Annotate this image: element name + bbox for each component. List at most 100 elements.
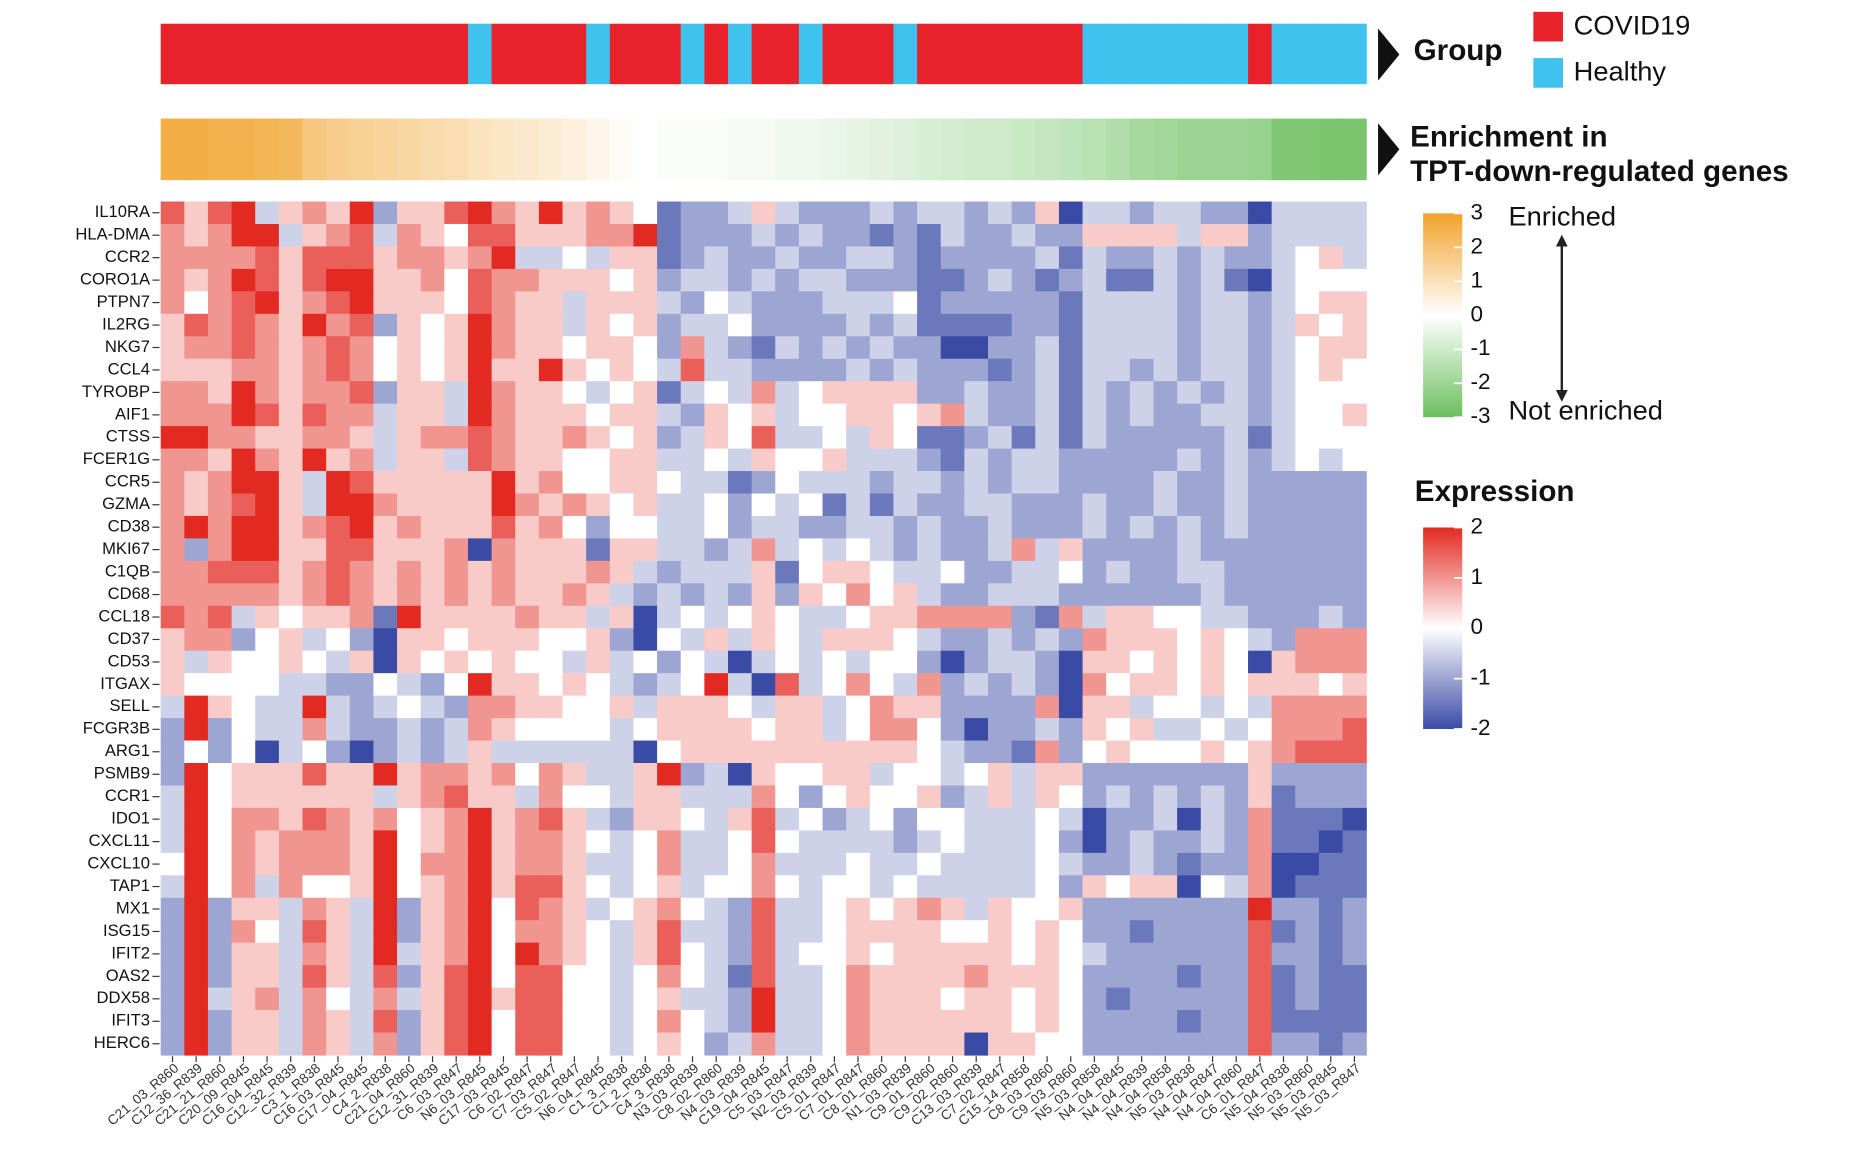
heat-cell — [160, 201, 185, 225]
heat-cell — [1271, 695, 1296, 719]
heat-cell — [397, 358, 422, 382]
heat-cell — [1106, 987, 1131, 1011]
heat-cell — [1106, 718, 1131, 742]
heat-cell — [917, 358, 942, 382]
heat-cell — [1271, 718, 1296, 742]
heat-cell — [798, 763, 824, 787]
heat-cell — [1200, 897, 1225, 921]
heat-cell — [633, 448, 658, 472]
heat-cell — [302, 942, 327, 966]
row-label: IDO1 — [111, 809, 150, 828]
heat-cell — [207, 987, 233, 1011]
heat-cell — [1342, 291, 1367, 315]
heat-cell — [278, 538, 304, 562]
heat-cell — [680, 381, 705, 405]
colorbar-tick-label: 2 — [1471, 513, 1484, 538]
heat-cell — [917, 583, 942, 607]
heat-cell — [302, 291, 327, 315]
heat-cell — [562, 920, 587, 944]
heat-cell — [775, 673, 800, 697]
heat-cell — [1177, 830, 1202, 854]
heat-cell — [1011, 628, 1036, 652]
heat-cell — [869, 920, 895, 944]
heat-cell — [326, 426, 351, 450]
heat-cell — [1153, 223, 1178, 248]
heat-cell — [467, 987, 493, 1011]
heat-cell — [1129, 1032, 1155, 1056]
heat-cell — [1200, 673, 1225, 697]
heat-cell — [1342, 201, 1367, 225]
heat-cell — [798, 313, 824, 337]
heat-cell — [704, 740, 729, 764]
heat-cell — [633, 493, 658, 517]
heat-cell — [988, 673, 1013, 697]
heat-cell — [609, 965, 635, 989]
heat-cell — [609, 763, 635, 787]
heat-cell — [184, 223, 209, 248]
heat-cell — [278, 291, 304, 315]
heat-cell — [515, 426, 540, 450]
heat-cell — [467, 223, 493, 248]
heat-cell — [609, 313, 635, 337]
heat-cell — [420, 852, 445, 876]
heat-cell — [680, 650, 705, 674]
heat-cell — [657, 920, 682, 944]
heat-cell — [586, 897, 611, 921]
heat-cell — [940, 605, 965, 629]
heat-cell — [207, 718, 233, 742]
heat-cell — [917, 897, 942, 921]
heat-cell — [207, 807, 233, 831]
heat-cell — [231, 313, 256, 337]
heat-cell — [1035, 336, 1060, 360]
heat-cell — [822, 268, 847, 292]
heat-cell — [1129, 515, 1155, 540]
heat-cell — [515, 807, 540, 831]
heat-cell — [633, 987, 658, 1011]
heat-cell — [988, 246, 1013, 270]
heat-cell — [1106, 807, 1131, 831]
heat-cell — [633, 807, 658, 831]
heat-cell — [467, 942, 493, 966]
heat-cell — [373, 830, 398, 854]
heat-cell — [491, 1032, 516, 1056]
heat-cell — [1082, 471, 1107, 495]
enrichment-cell — [846, 118, 871, 181]
heat-cell — [1082, 403, 1107, 427]
heat-cell — [917, 448, 942, 472]
group-cell — [1248, 23, 1273, 85]
heat-cell — [657, 740, 682, 764]
heat-cell — [184, 830, 209, 854]
heat-cell — [515, 718, 540, 742]
heat-cell — [609, 785, 635, 809]
heat-cell — [1082, 268, 1107, 292]
heat-cell — [869, 897, 895, 921]
heat-cell — [1011, 560, 1036, 584]
heat-cell — [1318, 313, 1344, 337]
heat-cell — [893, 763, 918, 787]
heat-cell — [609, 201, 635, 225]
heat-cell — [420, 1010, 445, 1034]
heat-cell — [538, 291, 564, 315]
heat-cell — [562, 583, 587, 607]
heat-cell — [609, 1032, 635, 1056]
heat-cell — [1318, 628, 1344, 652]
heat-cell — [917, 807, 942, 831]
heat-cell — [633, 718, 658, 742]
heat-cell — [1224, 201, 1249, 225]
heat-cell — [775, 471, 800, 495]
heat-cell — [964, 448, 989, 472]
heat-cell — [1153, 560, 1178, 584]
enrichment-title: TPT-down-regulated genes — [1410, 155, 1789, 188]
heat-cell — [775, 560, 800, 584]
heat-cell — [1248, 673, 1273, 697]
heat-cell — [988, 201, 1013, 225]
heat-cell — [255, 942, 280, 966]
heat-cell — [1035, 358, 1060, 382]
heat-cell — [1224, 448, 1249, 472]
group-cell — [751, 23, 776, 85]
heat-cell — [1035, 763, 1060, 787]
heat-cell — [1200, 785, 1225, 809]
heat-cell — [680, 830, 705, 854]
heat-cell — [373, 650, 398, 674]
heat-cell — [586, 718, 611, 742]
